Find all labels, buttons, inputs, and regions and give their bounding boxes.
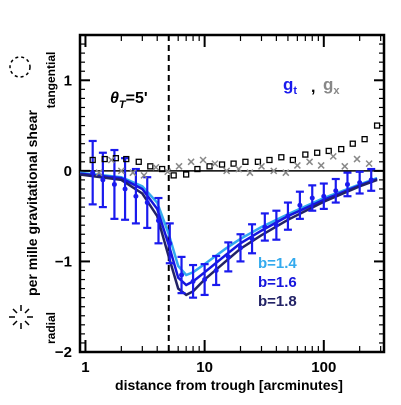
x-tick-label: 10 (196, 359, 213, 376)
gx-point (147, 163, 154, 170)
y-tick-label: −2 (55, 344, 72, 361)
gt-point (285, 213, 291, 219)
gx-cross-point (282, 169, 290, 177)
gt-point (155, 218, 161, 224)
gt-point (144, 200, 150, 206)
gx-point (289, 156, 297, 164)
gx-cross-point (317, 161, 325, 169)
gt-point (357, 180, 363, 186)
gt-point (100, 177, 106, 183)
gx-cross-point (257, 162, 266, 170)
gx-point (123, 155, 130, 163)
gt-point (90, 170, 96, 176)
y-tick-label: 0 (64, 163, 72, 180)
gx-cross-point (152, 163, 160, 171)
gx-point (361, 136, 368, 143)
gx-point (230, 160, 237, 167)
gx-cross-point (140, 171, 148, 179)
gx-point (325, 147, 332, 155)
legend-separator: , (311, 79, 315, 96)
gx-point (183, 171, 190, 178)
gx-cross-point (164, 168, 172, 176)
gt-point (368, 177, 374, 183)
gt-point (213, 267, 219, 273)
gx-cross-point (329, 152, 337, 160)
gx-cross-point (117, 167, 125, 175)
gx-point (242, 158, 249, 165)
model-curve (79, 171, 378, 277)
gx-point (170, 172, 177, 179)
gx-cross-point (199, 156, 207, 164)
gx-point (338, 145, 345, 153)
gt-point (190, 278, 196, 284)
gx-point (349, 140, 356, 147)
gt-point (179, 272, 185, 278)
gt-point (167, 240, 173, 246)
gt-point (111, 181, 117, 187)
gx-point (218, 161, 226, 168)
x-tick-label: 1 (81, 359, 89, 376)
gx-cross-point (341, 162, 349, 170)
legend-label: b=1.8 (258, 293, 297, 310)
theta-label: θT=5' (110, 90, 148, 111)
gx-cross-point (129, 169, 137, 177)
tangential-label: tangential (44, 52, 58, 109)
gx-point (135, 158, 142, 165)
gx-cross-point (235, 165, 243, 173)
y-tick-label: 1 (64, 72, 72, 89)
gt-point (225, 254, 231, 260)
gx-cross-point (353, 155, 361, 163)
gt-point (238, 245, 244, 251)
gx-point (89, 156, 96, 164)
gt-point (309, 195, 315, 201)
gt-point (333, 188, 339, 194)
gx-point (194, 165, 201, 173)
gt-point (202, 277, 208, 283)
x-tick-label: 100 (311, 359, 336, 376)
gx-point (254, 158, 262, 165)
gx-cross-point (223, 167, 231, 175)
y-axis-title: per mille gravitational shear (24, 109, 40, 296)
gx-cross-point (211, 160, 219, 168)
gx-point (302, 151, 309, 158)
gx-cross-point (95, 169, 103, 177)
gt-point (133, 193, 139, 199)
radial-burst-icon (9, 305, 33, 329)
gt-point (344, 181, 350, 187)
gt-point (273, 222, 279, 228)
gx-cross-point (270, 167, 278, 175)
gx-point (373, 122, 381, 129)
model-curve (79, 173, 378, 297)
legend-label: b=1.4 (258, 255, 297, 272)
gx-cross-point (306, 158, 314, 166)
gt-point (262, 224, 268, 230)
gx-symbol: gx (323, 75, 340, 97)
legend-label: b=1.6 (258, 274, 297, 291)
model-curve (79, 172, 378, 287)
gx-cross-point (107, 156, 115, 164)
gx-cross-point (293, 161, 301, 169)
gt-point (122, 186, 128, 192)
gx-cross-point (365, 160, 373, 168)
gx-cross-point (187, 158, 195, 166)
radial-label: radial (44, 312, 58, 344)
gx-point (101, 155, 108, 163)
gx-point (314, 149, 321, 156)
x-axis-title: distance from trough [arcminutes] (115, 377, 343, 393)
gt-point (321, 193, 327, 199)
y-tick-label: −1 (55, 253, 72, 270)
gx-point (266, 156, 273, 164)
gt-point (297, 202, 303, 208)
tangential-circle-icon (9, 56, 31, 78)
gx-cross-point (175, 162, 183, 170)
gx-point (278, 154, 285, 161)
gx-point (206, 163, 213, 170)
plot-frame (78, 33, 386, 354)
gx-cross-point (246, 169, 254, 177)
gt-point (249, 236, 255, 242)
gt-symbol: gt (283, 75, 297, 97)
